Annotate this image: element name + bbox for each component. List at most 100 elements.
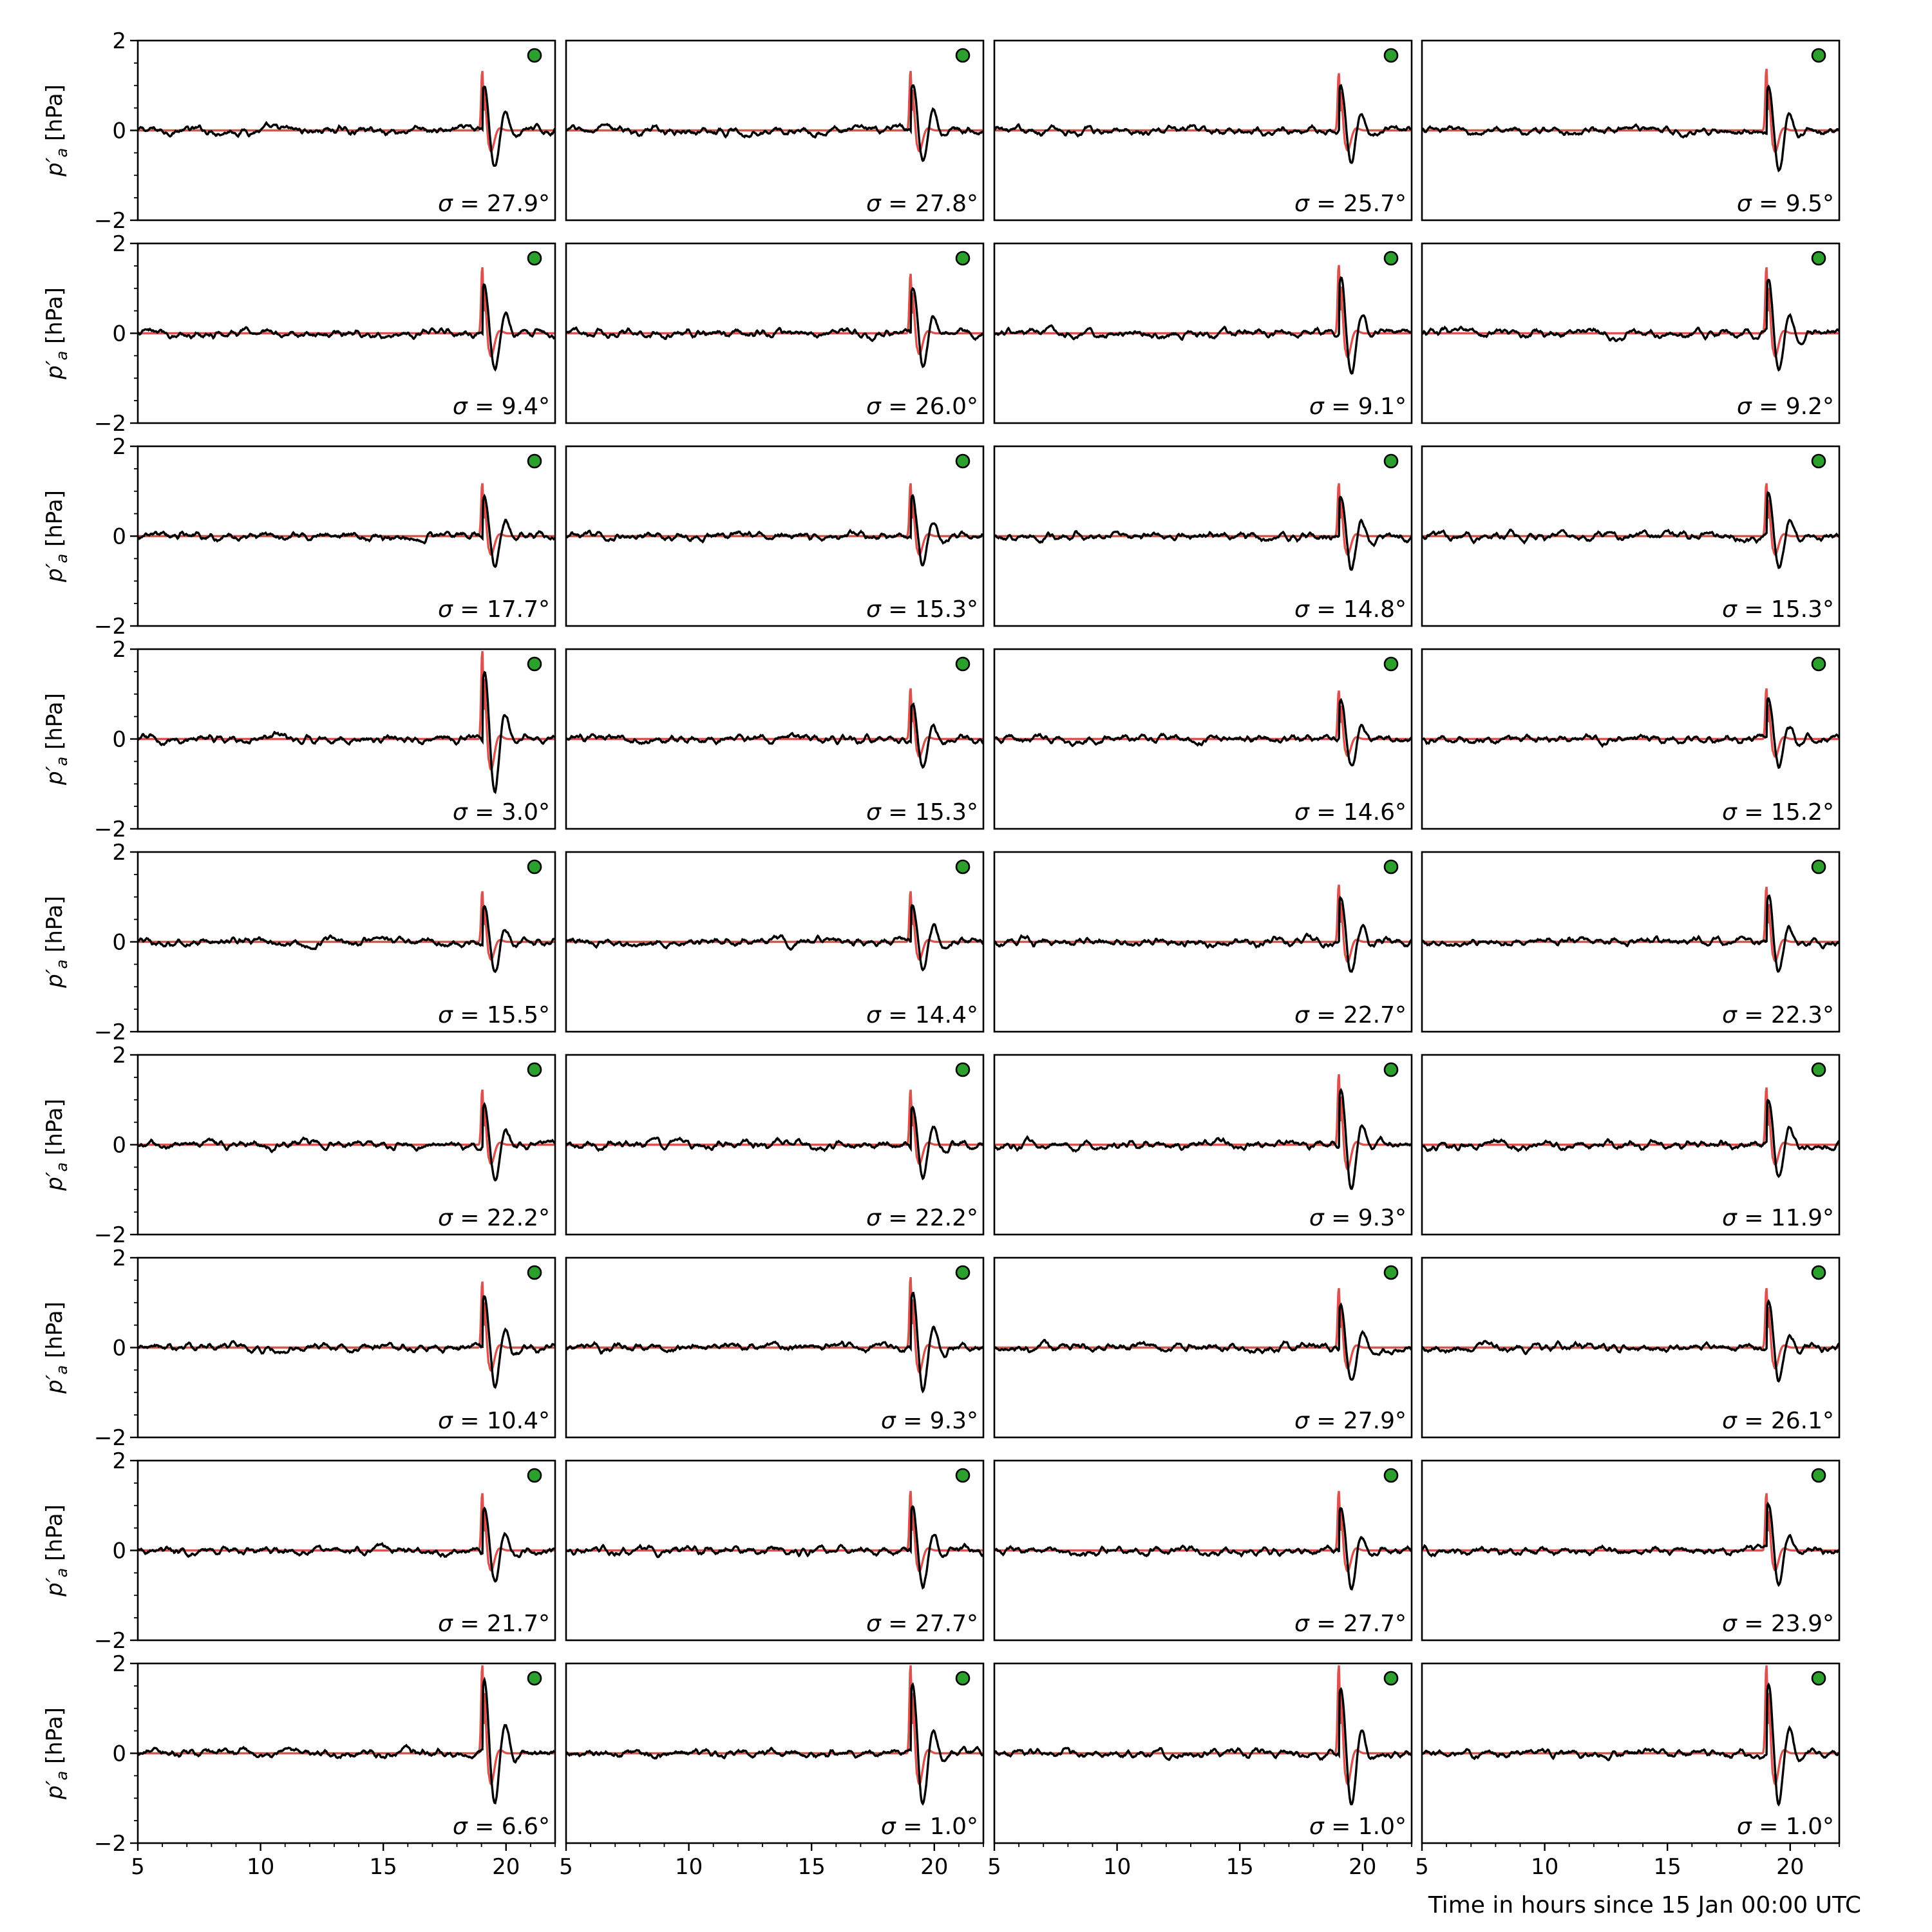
y-axis-label: p′a [hPa]: [42, 1099, 71, 1191]
sigma-label: σ = 14.4°: [866, 1002, 978, 1028]
observed-line: [994, 895, 1412, 973]
x-tick-label: 10: [1531, 1854, 1558, 1880]
status-marker: [955, 656, 971, 672]
panel-4-4: σ = 15.2°: [1421, 648, 1841, 830]
model-line: [1422, 1665, 1839, 1786]
status-marker: [527, 251, 542, 266]
model-line: [138, 891, 555, 961]
status-marker: [1383, 656, 1399, 672]
panel-7-1: σ = 10.4° −2 0 2 p′a [hPa]: [42, 1245, 556, 1451]
model-line: [1422, 688, 1839, 759]
panel-frame: [1421, 1256, 1841, 1439]
y-tick-label: 2: [112, 1448, 126, 1474]
sigma-label: σ = 22.7°: [1294, 1002, 1406, 1028]
panel-frame: [1421, 39, 1841, 222]
observed-line: [138, 1676, 555, 1805]
status-marker: [1811, 1265, 1826, 1280]
y-axis-label: p′a [hPa]: [42, 84, 71, 177]
x-tick-label: 10: [1103, 1854, 1131, 1880]
y-tick-label: 2: [112, 28, 126, 54]
sigma-label: σ = 21.7°: [438, 1611, 550, 1637]
model-line: [566, 891, 983, 961]
status-marker: [527, 1062, 542, 1077]
y-tick-label: 2: [112, 231, 126, 257]
status-marker: [1383, 859, 1399, 875]
model-line: [994, 884, 1412, 963]
status-marker: [1811, 656, 1826, 672]
panel-3-4: σ = 15.3°: [1421, 445, 1841, 627]
status-marker: [1383, 453, 1399, 469]
observed-line: [1422, 84, 1839, 173]
observed-line: [1422, 894, 1839, 973]
panel-1-3: σ = 25.7°: [993, 39, 1413, 222]
observed-line: [138, 1295, 555, 1389]
status-marker: [1383, 1671, 1399, 1686]
y-tick-label: 0: [112, 727, 126, 753]
panel-3-2: σ = 15.3°: [565, 445, 985, 627]
panel-5-3: σ = 22.7°: [993, 851, 1413, 1033]
sigma-label: σ = 9.5°: [1737, 191, 1834, 217]
status-marker: [955, 1671, 971, 1686]
panel-5-2: σ = 14.4°: [565, 851, 985, 1033]
y-tick-label: 0: [112, 1133, 126, 1159]
sigma-label: σ = 6.6°: [453, 1814, 550, 1840]
y-axis-label: p′a [hPa]: [42, 287, 71, 380]
observed-line: [994, 1088, 1412, 1190]
panel-5-1: σ = 15.5° −2 0 2 p′a [hPa]: [42, 840, 556, 1045]
observed-line: [566, 904, 983, 972]
model-line: [138, 1493, 555, 1572]
panel-frame: [565, 648, 985, 830]
panel-6-4: σ = 11.9°: [1421, 1054, 1841, 1236]
panel-frame: [993, 1459, 1413, 1642]
panel-frame: [1421, 445, 1841, 627]
x-tick-label: 10: [675, 1854, 703, 1880]
model-line: [1422, 1087, 1839, 1166]
model-line: [138, 1089, 555, 1166]
status-marker: [955, 251, 971, 266]
observed-line: [1422, 697, 1839, 770]
model-line: [138, 267, 555, 358]
x-tick-label: 5: [987, 1854, 1001, 1880]
status-marker: [1383, 251, 1399, 266]
y-tick-label: −2: [94, 1628, 126, 1654]
status-marker: [527, 453, 542, 469]
panel-frame: [993, 445, 1413, 627]
y-tick-label: −2: [94, 1425, 126, 1451]
panel-frame: [565, 39, 985, 222]
y-tick-label: 0: [112, 118, 126, 144]
y-axis-label: p′a [hPa]: [42, 1504, 71, 1597]
y-tick-label: −2: [94, 1222, 126, 1248]
sigma-label: σ = 15.3°: [1722, 596, 1834, 623]
sigma-label: σ = 10.4°: [438, 1408, 550, 1434]
panel-6-2: σ = 22.2°: [565, 1054, 985, 1236]
panel-frame: [993, 1256, 1413, 1439]
model-line: [566, 274, 983, 355]
panel-3-3: σ = 14.8°: [993, 445, 1413, 627]
panel-8-2: σ = 27.7°: [565, 1459, 985, 1642]
panel-frame: [1421, 1459, 1841, 1642]
model-line: [1422, 267, 1839, 358]
model-line: [566, 1491, 983, 1573]
sigma-label: σ = 27.9°: [1294, 1408, 1406, 1434]
status-marker: [1811, 48, 1826, 63]
status-marker: [955, 1468, 971, 1483]
y-tick-label: 2: [112, 1651, 126, 1677]
model-line: [566, 483, 983, 556]
panel-7-2: σ = 9.3°: [565, 1256, 985, 1439]
y-tick-label: 0: [112, 524, 126, 550]
observed-line: [1422, 278, 1839, 372]
panel-1-2: σ = 27.8°: [565, 39, 985, 222]
model-line: [138, 650, 555, 772]
panel-frame: [565, 1054, 985, 1236]
model-line: [566, 1665, 983, 1786]
panel-frame: [565, 242, 985, 424]
y-axis-label: p′a [hPa]: [42, 1302, 71, 1394]
sigma-label: σ = 9.3°: [1309, 1205, 1406, 1231]
status-marker: [1811, 1468, 1826, 1483]
model-line: [994, 1491, 1412, 1573]
sigma-label: σ = 27.7°: [1294, 1611, 1406, 1637]
panel-9-1: σ = 6.6° −2 0 2 p′a [hPa] 5 10 15 20: [42, 1651, 556, 1880]
observed-line: [138, 904, 555, 973]
status-marker: [1383, 48, 1399, 63]
model-line: [566, 1276, 983, 1374]
